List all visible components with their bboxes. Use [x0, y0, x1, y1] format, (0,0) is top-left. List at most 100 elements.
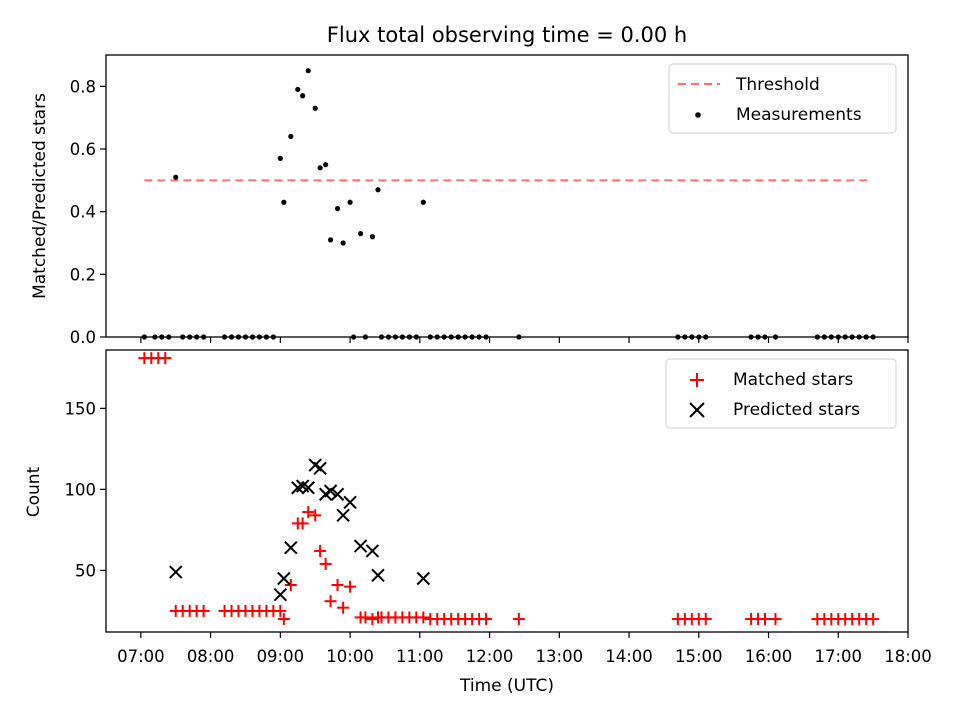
matched-star-point	[277, 613, 290, 626]
matched-star-point	[512, 613, 525, 626]
count-legend-box	[665, 358, 897, 429]
measurement-point	[420, 199, 426, 205]
matched-star-point	[480, 613, 493, 626]
count-marks	[138, 352, 880, 626]
count-plot-frame	[105, 349, 909, 633]
measurement-point	[305, 68, 311, 74]
predicted-star-point	[284, 541, 298, 555]
predicted-star-point	[343, 495, 357, 510]
count-x-tick-label: 10:00	[326, 647, 374, 666]
x-axis-label: Time (UTC)	[459, 676, 554, 696]
matched-star-point	[867, 613, 880, 626]
matched-star-point	[417, 611, 430, 624]
predicted-star-point	[301, 481, 315, 495]
matched-star-point	[337, 601, 350, 614]
matched-star-point	[759, 613, 772, 626]
measurement-point	[347, 199, 353, 205]
predicted-star-point	[273, 588, 288, 602]
matched-star-point	[319, 557, 332, 570]
matched-star-point	[274, 604, 287, 617]
predicted-star-point	[371, 568, 385, 582]
count-x-tick-label: 16:00	[745, 647, 793, 666]
ratio-y-axis-label: Matched/Predicted stars	[30, 93, 50, 299]
measurement-point	[300, 93, 306, 99]
count-x-tick-label: 17:00	[814, 647, 862, 666]
predicted-star-point	[330, 487, 345, 501]
matched-star-point	[302, 506, 315, 519]
count-x-axis: 07:00 08:00 09:00 10:00 11:00 12:00 13:00 14:00…	[117, 632, 932, 666]
count-x-tick-label: 13:00	[536, 647, 584, 666]
panel-counts: 50 100 150 07:00 08:00 09:00 10:00 11:00 12:00 1…	[24, 349, 932, 696]
matched-star-point	[324, 595, 337, 608]
count-legend: Matched stars Predicted stars	[665, 358, 897, 429]
matched-star-point	[296, 517, 309, 530]
measurement-point	[317, 165, 323, 171]
matched-star-point	[769, 613, 782, 626]
legend-threshold-label: Threshold	[735, 75, 820, 95]
count-x-tick-label: 15:00	[675, 647, 723, 666]
ratio-legend-box	[668, 63, 897, 134]
count-x-tick-label: 12:00	[466, 647, 514, 666]
measurement-point	[375, 187, 381, 193]
predicted-star-point	[277, 571, 291, 586]
count-y-axis-label: Count	[24, 466, 44, 517]
count-x-tick-label: 14:00	[605, 647, 653, 666]
measurement-point	[173, 174, 179, 180]
chart-title: Flux total observing time = 0.00 h	[327, 23, 687, 47]
ratio-y-tick-label: 0.6	[70, 140, 96, 159]
count-x-tick-label: 11:00	[396, 647, 444, 666]
predicted-star-point	[313, 461, 327, 476]
matched-star-point	[197, 604, 210, 617]
measurement-point	[281, 199, 287, 205]
legend-matched-label: Matched stars	[733, 370, 853, 390]
legend-predicted-swatch	[689, 402, 705, 418]
legend-predicted-label: Predicted stars	[733, 400, 860, 420]
count-x-tick-label: 09:00	[257, 647, 305, 666]
ratio-y-tick-label: 0.0	[70, 328, 96, 347]
legend-measurements-swatch	[695, 112, 701, 118]
legend-measurements-label: Measurements	[736, 105, 862, 125]
matched-star-point	[309, 509, 322, 522]
legend-matched-swatch	[690, 373, 704, 387]
predicted-star-point	[169, 565, 183, 579]
ratio-plot-frame	[105, 54, 909, 338]
count-y-axis: 50 100 150	[65, 399, 106, 580]
matched-star-point	[344, 580, 357, 593]
predicted-star-point	[291, 481, 305, 495]
matched-star-point	[359, 611, 372, 624]
measurement-point	[340, 240, 346, 246]
measurement-point	[295, 86, 301, 93]
predicted-star-point	[323, 484, 338, 498]
measurement-point	[334, 205, 341, 212]
measurement-point	[323, 162, 329, 168]
measurement-point	[288, 133, 294, 140]
measurement-point	[357, 231, 364, 237]
measurement-point	[327, 237, 334, 243]
predicted-star-point	[336, 508, 350, 523]
measurement-point	[312, 105, 318, 111]
count-x-tick-label: 07:00	[117, 647, 165, 666]
count-y-tick-label: 150	[65, 399, 97, 418]
predicted-star-point	[353, 539, 368, 553]
count-y-tick-label: 50	[75, 561, 96, 580]
matched-star-point	[284, 579, 297, 591]
ratio-legend: Threshold Measurements	[668, 63, 897, 134]
ratio-y-axis: 0.0 0.2 0.4 0.6 0.8	[70, 77, 106, 347]
matched-star-point	[314, 544, 327, 557]
predicted-star-point	[365, 544, 380, 558]
ratio-y-tick-label: 0.4	[70, 203, 96, 222]
matched-star-point	[366, 613, 379, 626]
ratio-y-tick-label: 0.2	[70, 265, 96, 284]
count-x-tick-label: 08:00	[187, 647, 235, 666]
count-y-tick-label: 100	[65, 480, 97, 499]
predicted-star-point	[416, 571, 431, 586]
matched-star-point	[159, 352, 172, 365]
matched-star-point	[699, 613, 712, 626]
ratio-y-tick-label: 0.8	[70, 77, 96, 96]
panel-ratio: Flux total observing time = 0.00 h 0.00.…	[30, 23, 909, 347]
measurement-point	[277, 155, 283, 161]
measurement-point	[369, 234, 376, 240]
count-x-tick-label: 18:00	[884, 647, 932, 666]
ratio-x-axis	[140, 337, 909, 343]
